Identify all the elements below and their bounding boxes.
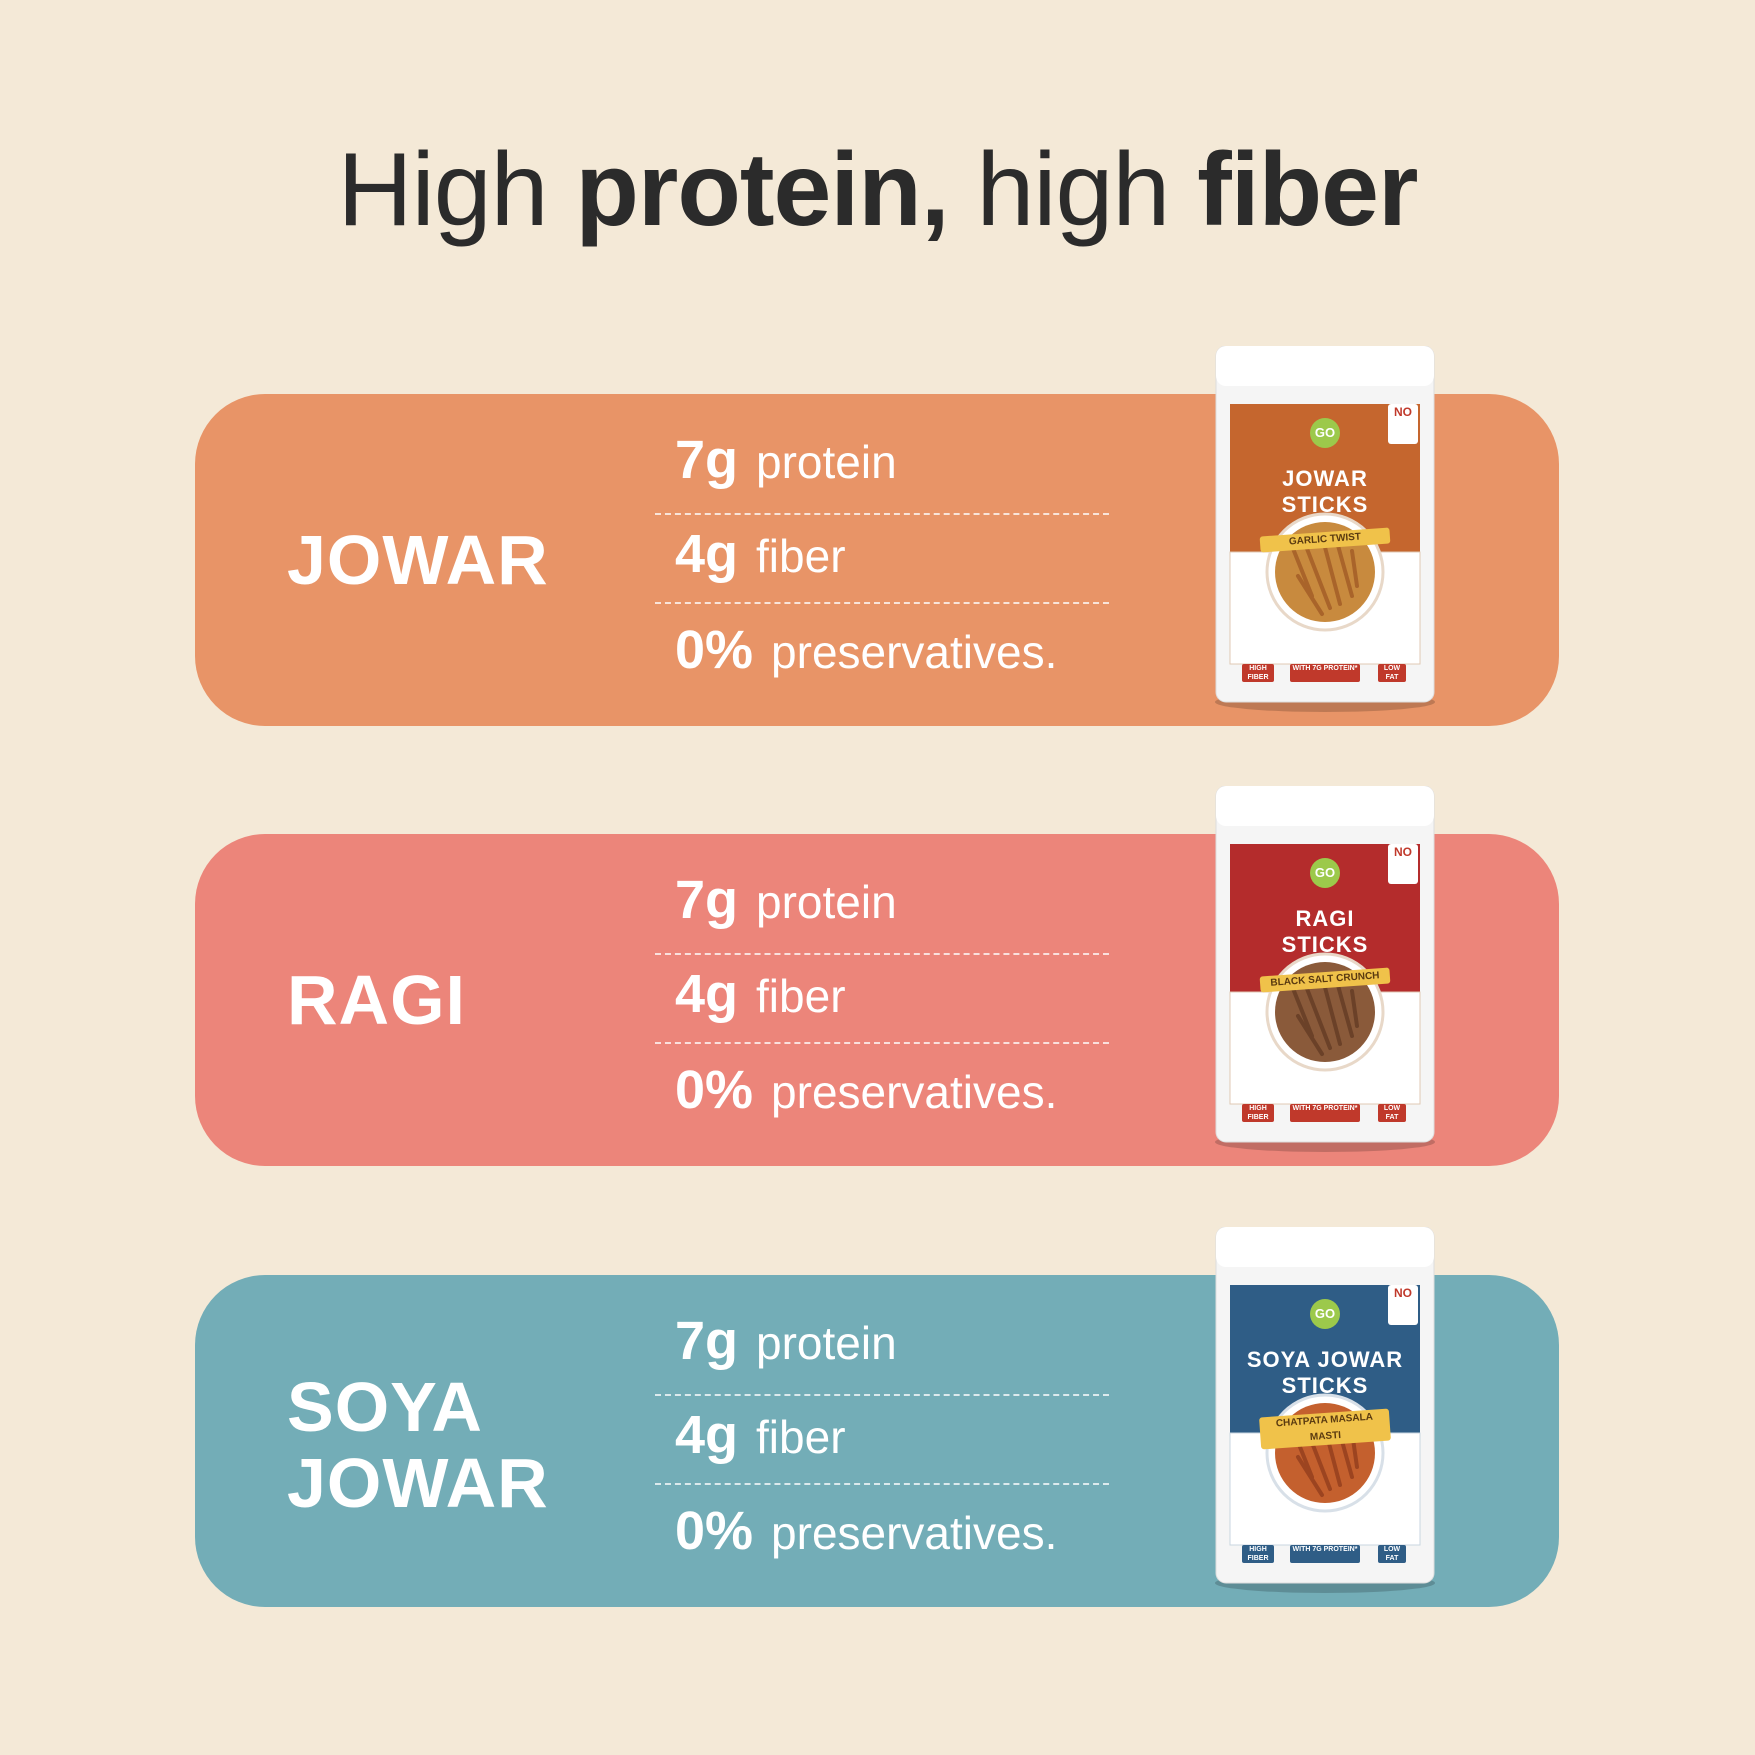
fiber-value: 4g — [675, 964, 739, 1024]
fiber-stat: 4g fiber — [675, 964, 846, 1026]
pack-title-line2: STICKS — [1281, 932, 1369, 957]
preservatives-stat: 0% preservatives. — [675, 1501, 1057, 1563]
product-name: SOYA JOWAR — [287, 1369, 549, 1521]
brand-logo: GO — [1310, 858, 1340, 888]
fiber-label: fiber — [756, 970, 846, 1022]
product-name-line1: JOWAR — [287, 521, 549, 599]
no-palm-oil-badge: NO — [1388, 844, 1418, 884]
preservatives-value: 0% — [675, 1060, 754, 1120]
title-part-4: fiber — [1197, 132, 1418, 248]
product-name-line1: SOYA — [287, 1368, 483, 1446]
preservatives-label: preservatives. — [771, 626, 1058, 678]
no-palm-oil-badge: NO — [1388, 1285, 1418, 1325]
pack-title-line2: STICKS — [1281, 492, 1369, 517]
fiber-label: fiber — [756, 530, 846, 582]
badge-high-fiber: HIGH FIBER — [1242, 1104, 1274, 1122]
protein-value: 7g — [675, 870, 739, 930]
product-pack-image: GO NO SOYA JOWAR STICKS CHATPATA MASALA … — [1212, 1227, 1438, 1593]
stat-divider — [655, 602, 1109, 604]
badge-protein: WITH 7G PROTEIN* — [1290, 1545, 1360, 1563]
product-pack-image: GO NO JOWAR STICKS GARLIC TWIST HIGH FIB… — [1212, 346, 1438, 712]
product-name-line1: RAGI — [287, 961, 466, 1039]
pack-title-line1: RAGI — [1295, 906, 1355, 931]
pack-title-line2: STICKS — [1281, 1373, 1369, 1398]
preservatives-value: 0% — [675, 620, 754, 680]
page-title: High protein, high fiber — [0, 128, 1755, 253]
fiber-value: 4g — [675, 524, 739, 584]
stat-divider — [655, 953, 1109, 955]
product-pack-image: GO NO RAGI STICKS BLACK SALT CRUNCH HIGH… — [1212, 786, 1438, 1152]
product-name: RAGI — [287, 962, 466, 1038]
brand-logo: GO — [1310, 1299, 1340, 1329]
protein-value: 7g — [675, 1311, 739, 1371]
title-part-2: protein, — [575, 132, 949, 248]
protein-label: protein — [756, 436, 897, 488]
brand-logo: GO — [1310, 418, 1340, 448]
fiber-stat: 4g fiber — [675, 524, 846, 586]
stat-divider — [655, 513, 1109, 515]
fiber-label: fiber — [756, 1411, 846, 1463]
badge-protein: WITH 7G PROTEIN* — [1290, 664, 1360, 682]
fiber-stat: 4g fiber — [675, 1405, 846, 1467]
protein-stat: 7g protein — [675, 1311, 897, 1373]
badge-low-fat: LOW FAT — [1378, 664, 1406, 682]
protein-value: 7g — [675, 430, 739, 490]
stat-divider — [655, 1394, 1109, 1396]
preservatives-stat: 0% preservatives. — [675, 1060, 1057, 1122]
pack-title-line1: SOYA JOWAR — [1246, 1347, 1404, 1372]
preservatives-label: preservatives. — [771, 1066, 1058, 1118]
badge-protein: WITH 7G PROTEIN* — [1290, 1104, 1360, 1122]
protein-label: protein — [756, 876, 897, 928]
no-palm-oil-badge: NO — [1388, 404, 1418, 444]
badge-low-fat: LOW FAT — [1378, 1545, 1406, 1563]
protein-label: protein — [756, 1317, 897, 1369]
title-part-1: High — [337, 132, 576, 248]
preservatives-value: 0% — [675, 1501, 754, 1561]
protein-stat: 7g protein — [675, 430, 897, 492]
product-name-line2: JOWAR — [287, 1444, 549, 1522]
badge-low-fat: LOW FAT — [1378, 1104, 1406, 1122]
preservatives-label: preservatives. — [771, 1507, 1058, 1559]
preservatives-stat: 0% preservatives. — [675, 620, 1057, 682]
badge-high-fiber: HIGH FIBER — [1242, 1545, 1274, 1563]
stat-divider — [655, 1042, 1109, 1044]
fiber-value: 4g — [675, 1405, 739, 1465]
title-part-3: high — [948, 132, 1198, 248]
product-name: JOWAR — [287, 522, 549, 598]
badge-high-fiber: HIGH FIBER — [1242, 664, 1274, 682]
pack-title-line1: JOWAR — [1282, 466, 1368, 491]
stat-divider — [655, 1483, 1109, 1485]
protein-stat: 7g protein — [675, 870, 897, 932]
